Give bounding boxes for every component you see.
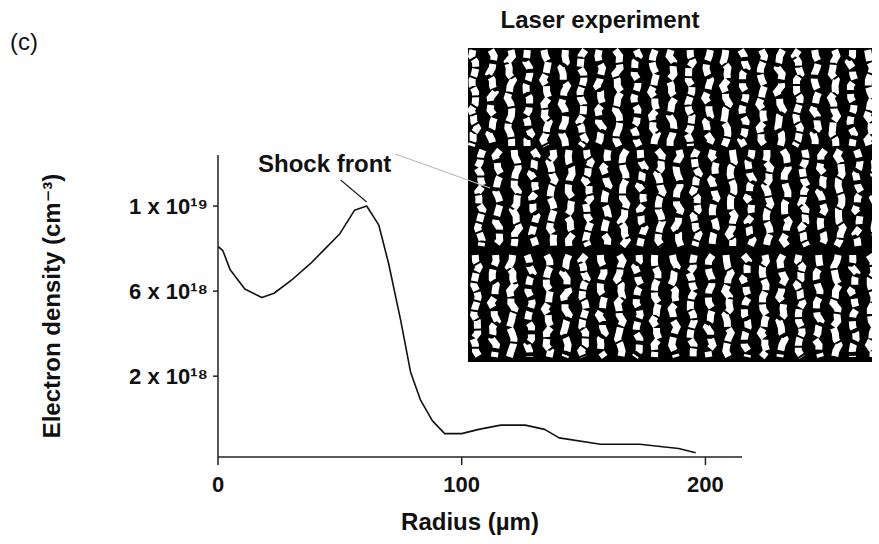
title: Laser experiment	[501, 6, 700, 33]
annotation: Shock front	[258, 150, 391, 177]
fringe	[795, 50, 801, 146]
fringe	[507, 50, 513, 146]
x-tick-label: 0	[212, 472, 224, 497]
fringe	[741, 50, 747, 146]
background	[0, 0, 879, 544]
fringe	[855, 150, 861, 246]
fringe	[833, 255, 839, 357]
density-line	[218, 206, 696, 453]
fringe	[489, 50, 495, 146]
fringe	[705, 50, 711, 146]
fringe	[473, 255, 479, 357]
fringe	[567, 150, 573, 246]
fringe	[657, 150, 663, 246]
y-tick	[213, 205, 218, 207]
y-axis	[217, 155, 219, 457]
fringe	[597, 50, 603, 146]
fringe	[707, 255, 713, 357]
leader-line	[395, 154, 490, 188]
fringe	[869, 255, 872, 357]
fringe	[653, 255, 659, 357]
x-tick	[705, 457, 707, 465]
fringe	[621, 150, 627, 246]
y-tick	[213, 290, 218, 292]
fringe	[783, 150, 789, 246]
y-axis-title: Electron density (cm⁻³)	[38, 174, 65, 439]
fringe	[495, 150, 501, 246]
fringe	[585, 150, 591, 246]
fringe	[471, 50, 477, 146]
fringe	[491, 255, 497, 357]
fringe	[777, 50, 783, 146]
fringe	[801, 150, 807, 246]
x-tick-label: 100	[443, 472, 480, 497]
fringe	[545, 255, 551, 357]
fringe	[851, 255, 857, 357]
fringe	[819, 150, 825, 246]
fringe	[509, 255, 515, 357]
y-tick-label: 1 x 10¹⁹	[129, 194, 208, 219]
fringe	[579, 50, 585, 146]
fringe	[797, 255, 803, 357]
fringe	[693, 150, 699, 246]
x-axis-title: Radius (µm)	[401, 508, 539, 535]
fringe	[815, 255, 821, 357]
fringe	[543, 50, 549, 146]
x-axis	[218, 456, 742, 458]
fringe	[689, 255, 695, 357]
fringe	[747, 150, 753, 246]
chart: (c) Laser experiment 0 100 200 2 x 10¹⁸ 6 x 10…	[0, 0, 879, 544]
fringe	[711, 150, 717, 246]
fringe	[687, 50, 693, 146]
fringe	[581, 255, 587, 357]
fringe	[615, 50, 621, 146]
fringes	[471, 50, 872, 357]
fringe	[549, 150, 555, 246]
fringe	[759, 50, 765, 146]
fringe	[561, 50, 567, 146]
leader-line	[341, 180, 367, 202]
y-tick-label: 2 x 10¹⁸	[129, 364, 208, 389]
fringe	[725, 255, 731, 357]
x-tick	[461, 457, 463, 465]
fringe	[603, 150, 609, 246]
fringe	[527, 255, 533, 357]
fringe	[831, 50, 837, 146]
fringe	[651, 50, 657, 146]
y-tick	[213, 375, 218, 377]
fringe	[617, 255, 623, 357]
fringe	[531, 150, 537, 246]
fringe	[765, 150, 771, 246]
fringe	[477, 150, 483, 246]
fringe	[563, 255, 569, 357]
fringe	[837, 150, 843, 246]
fringe	[813, 50, 819, 146]
fringe	[849, 50, 855, 146]
fringe	[525, 50, 531, 146]
fringe	[671, 255, 677, 357]
x-tick	[217, 457, 219, 465]
fringe	[599, 255, 605, 357]
fringe	[675, 150, 681, 246]
fringe	[669, 50, 675, 146]
interferogram	[468, 48, 879, 362]
fringe	[723, 50, 729, 146]
fringe	[635, 255, 641, 357]
fringe	[633, 50, 639, 146]
fringe	[779, 255, 785, 357]
panel-label: (c)	[10, 28, 38, 55]
fringe	[729, 150, 735, 246]
y-tick-label: 6 x 10¹⁸	[129, 279, 208, 304]
x-tick-label: 200	[687, 472, 724, 497]
fringe	[761, 255, 767, 357]
plot-area	[218, 206, 696, 453]
fringe	[743, 255, 749, 357]
fringe	[513, 150, 520, 246]
fringe	[639, 150, 645, 246]
interferogram-ground	[468, 48, 872, 362]
fringe	[867, 50, 872, 146]
